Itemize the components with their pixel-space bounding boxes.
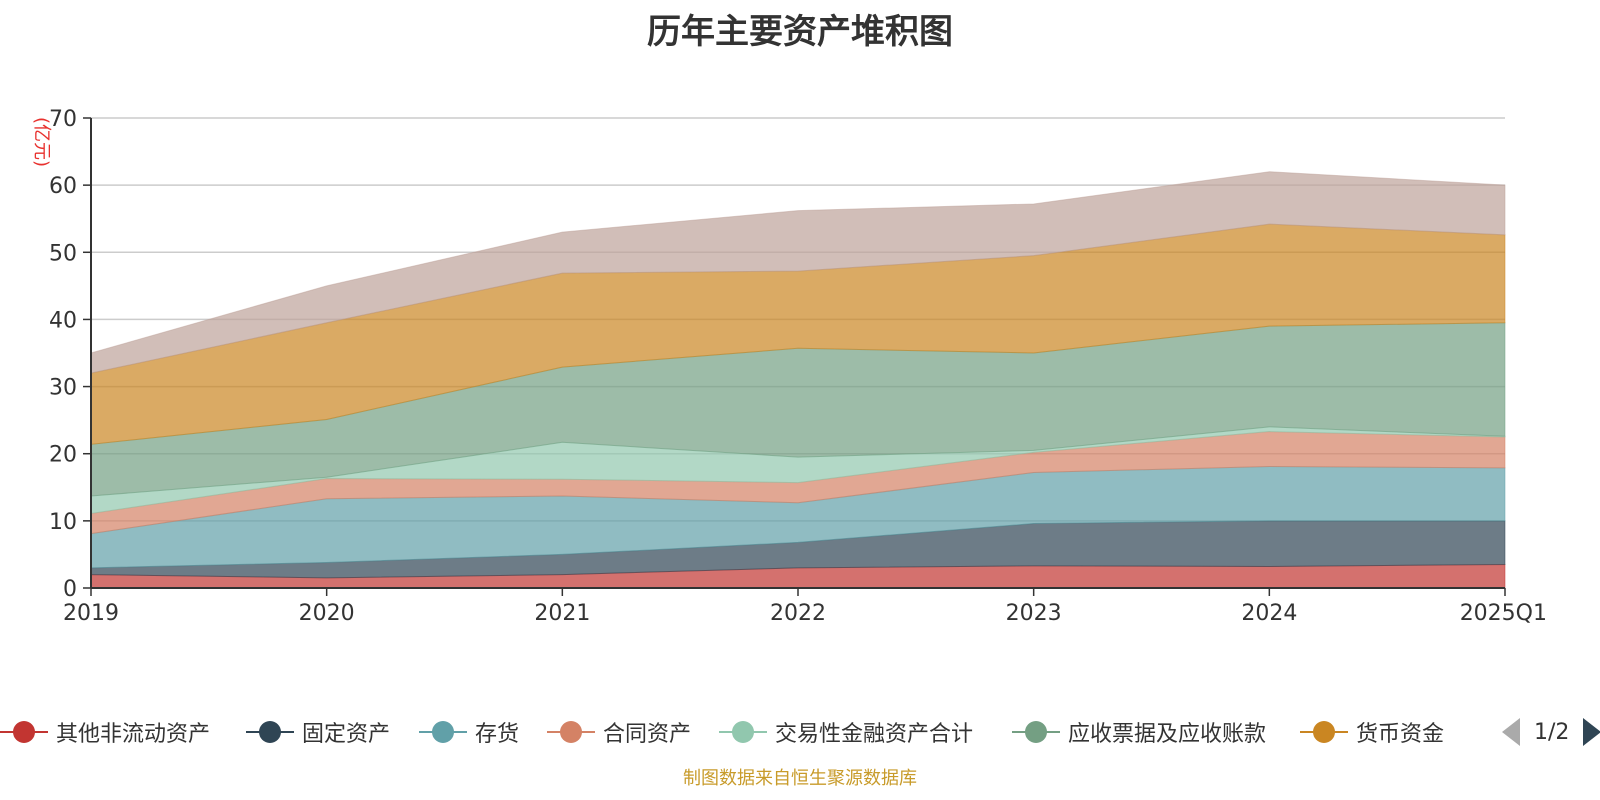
area-series-7[interactable]: [90, 171, 1506, 374]
legend-label: 交易性金融资产合计: [775, 722, 974, 747]
legend-item[interactable]: 合同资产: [547, 712, 691, 752]
legend-pager: 1/2: [1502, 712, 1600, 752]
legend-marker-icon: [1012, 720, 1060, 744]
legend-marker-icon: [0, 720, 48, 744]
legend-page-indicator: 1/2: [1534, 719, 1570, 745]
next-page-icon[interactable]: [1583, 718, 1600, 746]
stacked-areas: [90, 171, 1506, 589]
y-tick-label: 60: [49, 174, 77, 199]
y-tick-label: 10: [49, 510, 77, 535]
x-tick-label: 2019: [63, 601, 119, 626]
y-tick-label: 50: [49, 241, 77, 266]
legend-item[interactable]: 交易性金融资产合计: [719, 712, 973, 752]
legend: 其他非流动资产 固定资产 存货 合同资产 交易性金融资产合计 应收票据及应收账款 货币资金 …: [0, 712, 1600, 752]
x-tick-label: 2024: [1241, 601, 1297, 626]
x-tick-label: 2025Q1: [1460, 601, 1547, 626]
legend-item[interactable]: 应收票据及应收账款: [1012, 712, 1266, 752]
y-tick-label: 70: [49, 107, 77, 132]
legend-marker-icon: [419, 720, 467, 744]
legend-item[interactable]: 其他非流动资产: [0, 712, 210, 752]
legend-item[interactable]: 货币资金: [1300, 712, 1444, 752]
x-tick-label: 2020: [299, 601, 355, 626]
x-tick-label: 2021: [534, 601, 590, 626]
legend-marker-icon: [547, 720, 595, 744]
legend-label: 固定资产: [302, 722, 391, 747]
y-tick-label: 40: [49, 308, 77, 333]
y-tick-label: 0: [63, 577, 77, 602]
legend-marker-icon: [1300, 720, 1348, 744]
legend-item[interactable]: 固定资产: [246, 712, 390, 752]
axes: [90, 118, 1506, 596]
y-tick-label: 30: [49, 376, 77, 401]
legend-label: 合同资产: [603, 722, 692, 747]
x-tick-label: 2023: [1006, 601, 1062, 626]
legend-marker-icon: [246, 720, 294, 744]
legend-label: 货币资金: [1356, 722, 1445, 747]
legend-label: 其他非流动资产: [56, 722, 211, 747]
legend-item[interactable]: 存货: [419, 712, 519, 752]
data-source-note: 制图数据来自恒生聚源数据库: [683, 768, 917, 789]
prev-page-icon[interactable]: [1502, 718, 1520, 746]
legend-marker-icon: [719, 720, 767, 744]
tick-labels: 0 10 20 30 40 50 60 70 2019 2020 2021 2022 2023 2024 2…: [49, 107, 1547, 626]
legend-label: 存货: [475, 722, 520, 747]
chart-plot: 0 10 20 30 40 50 60 70 2019 2020 2021 2022 2023 2024 2…: [31, 107, 1547, 626]
y-axis-unit: (亿元): [31, 117, 52, 167]
x-tick-label: 2022: [770, 601, 826, 626]
chart-title: 历年主要资产堆积图: [647, 12, 953, 52]
legend-label: 应收票据及应收账款: [1068, 722, 1267, 747]
y-tick-label: 20: [49, 443, 77, 468]
